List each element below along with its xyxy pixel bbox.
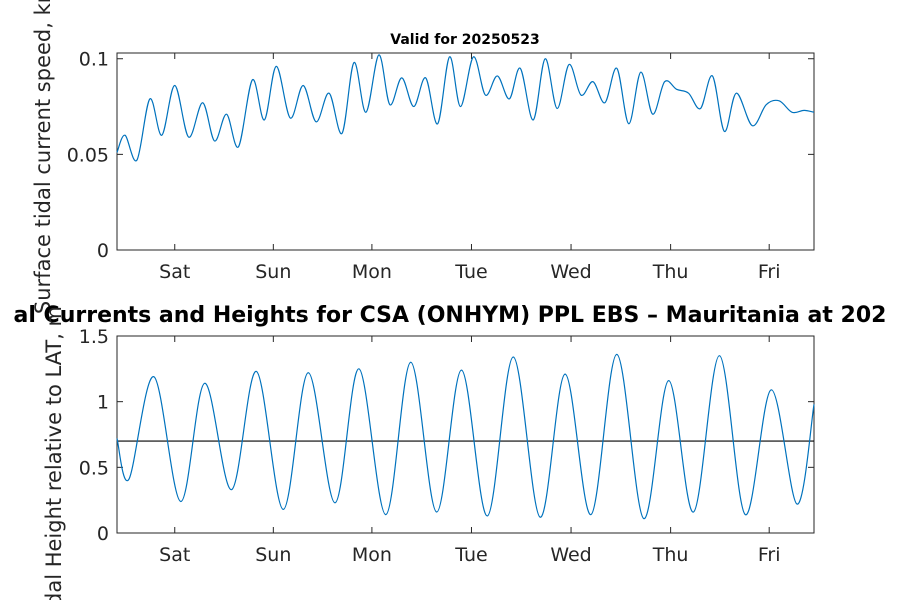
current-plot-box [116,52,815,251]
x-tick-label: Thu [652,261,689,283]
x-tick-label: Sun [255,261,291,283]
height-plot-box [116,335,815,534]
current-speed-chart: Valid for 20250523 0 0.05 0.1 Sat Sun Mon Tue W… [31,0,815,314]
height-series [116,353,815,520]
y-tick-label: 0 [97,523,109,545]
y-tick-label: 0.1 [79,49,109,71]
x-tick-label: Sat [159,544,190,566]
y-tick-label: 1.5 [79,326,109,348]
current-chart-title: Valid for 20250523 [390,32,539,48]
series-line [116,353,815,520]
x-tick-label: Tue [454,544,487,566]
series-line [116,54,815,162]
height-ticks: 0 0.5 1 1.5 Sat Sun Mon Tue Wed Thu Fri [79,326,814,566]
x-tick-label: Sun [255,544,291,566]
height-ylabel: Tidal Height relative to LAT, m [42,306,66,600]
y-tick-label: 0.05 [67,144,109,166]
x-tick-label: Fri [758,544,781,566]
x-tick-label: Thu [652,544,689,566]
x-tick-label: Sat [159,261,190,283]
y-tick-label: 1 [97,392,109,414]
current-ticks: 0 0.05 0.1 Sat Sun Mon Tue Wed Thu Fri [67,49,814,283]
y-tick-label: 0 [97,240,109,262]
y-tick-label: 0.5 [79,457,109,479]
x-tick-label: Mon [352,544,392,566]
current-series [116,54,815,162]
x-tick-label: Wed [550,544,591,566]
x-tick-label: Wed [550,261,591,283]
current-ylabel: Surface tidal current speed, kn [31,0,55,314]
x-tick-label: Fri [758,261,781,283]
height-chart-title: al Currents and Heights for CSA (ONHYM) … [14,303,887,328]
x-tick-label: Tue [454,261,487,283]
x-tick-label: Mon [352,261,392,283]
tidal-height-chart: al Currents and Heights for CSA (ONHYM) … [14,303,887,600]
